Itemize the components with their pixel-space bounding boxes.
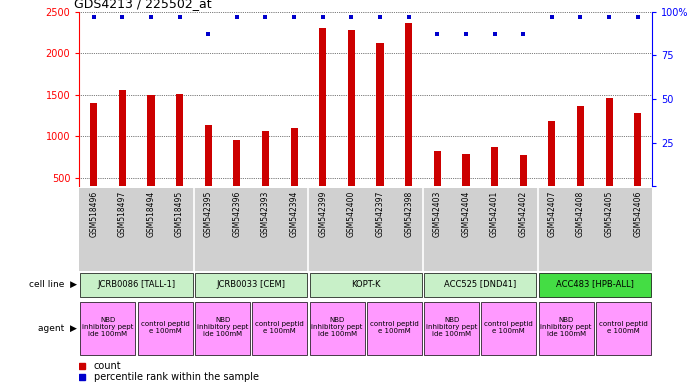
Text: GSM542402: GSM542402 <box>519 190 528 237</box>
Bar <box>491 147 498 186</box>
Text: ACC483 [HPB-ALL]: ACC483 [HPB-ALL] <box>556 280 633 288</box>
Text: GSM542399: GSM542399 <box>318 190 327 237</box>
Text: GSM542400: GSM542400 <box>347 190 356 237</box>
Bar <box>405 23 412 186</box>
Bar <box>205 125 212 186</box>
Text: GSM542404: GSM542404 <box>462 190 471 237</box>
Text: control peptid
e 100mM: control peptid e 100mM <box>599 321 648 334</box>
Text: GSM542405: GSM542405 <box>604 190 613 237</box>
Bar <box>310 302 364 355</box>
Text: KOPT-K: KOPT-K <box>351 280 380 288</box>
Text: ACC525 [DND41]: ACC525 [DND41] <box>444 280 516 288</box>
Text: NBD
inhibitory pept
ide 100mM: NBD inhibitory pept ide 100mM <box>82 317 134 337</box>
Bar <box>539 302 593 355</box>
Text: cell line  ▶: cell line ▶ <box>29 280 77 289</box>
Bar <box>148 95 155 186</box>
Text: GSM542401: GSM542401 <box>490 190 499 237</box>
Text: control peptid
e 100mM: control peptid e 100mM <box>484 321 533 334</box>
Text: GSM542406: GSM542406 <box>633 190 642 237</box>
Text: NBD
inhibitory pept
ide 100mM: NBD inhibitory pept ide 100mM <box>426 317 477 337</box>
Text: control peptid
e 100mM: control peptid e 100mM <box>370 321 419 334</box>
Text: GSM542394: GSM542394 <box>290 190 299 237</box>
Bar <box>520 156 526 186</box>
Bar <box>138 302 193 355</box>
Bar <box>253 302 307 355</box>
Bar <box>290 128 297 186</box>
Text: JCRB0086 [TALL-1]: JCRB0086 [TALL-1] <box>97 280 176 288</box>
Bar <box>195 273 307 296</box>
Text: GSM518496: GSM518496 <box>89 190 98 237</box>
Text: GSM542398: GSM542398 <box>404 190 413 237</box>
Text: GSM542395: GSM542395 <box>204 190 213 237</box>
Bar <box>319 28 326 186</box>
Text: GSM518497: GSM518497 <box>118 190 127 237</box>
Bar <box>233 140 240 186</box>
Bar <box>81 273 193 296</box>
Text: control peptid
e 100mM: control peptid e 100mM <box>255 321 304 334</box>
Bar <box>81 302 135 355</box>
Text: GSM518495: GSM518495 <box>175 190 184 237</box>
Text: GSM542408: GSM542408 <box>576 190 585 237</box>
Bar <box>539 273 651 296</box>
Text: percentile rank within the sample: percentile rank within the sample <box>94 372 259 382</box>
Text: GSM518494: GSM518494 <box>146 190 155 237</box>
Text: GSM542403: GSM542403 <box>433 190 442 237</box>
Bar <box>549 121 555 186</box>
Bar <box>176 94 183 186</box>
Bar <box>310 273 422 296</box>
Bar <box>195 302 250 355</box>
Text: agent  ▶: agent ▶ <box>39 324 77 333</box>
Text: control peptid
e 100mM: control peptid e 100mM <box>141 321 190 334</box>
Bar <box>367 302 422 355</box>
Text: NBD
inhibitory pept
ide 100mM: NBD inhibitory pept ide 100mM <box>540 317 592 337</box>
Text: NBD
inhibitory pept
ide 100mM: NBD inhibitory pept ide 100mM <box>197 317 248 337</box>
Text: GSM542397: GSM542397 <box>375 190 384 237</box>
Bar <box>348 30 355 186</box>
Bar <box>424 273 536 296</box>
Bar <box>606 98 613 186</box>
Text: GDS4213 / 225502_at: GDS4213 / 225502_at <box>74 0 211 10</box>
Bar <box>577 106 584 186</box>
Bar <box>596 302 651 355</box>
Bar <box>377 43 384 186</box>
Text: GSM542407: GSM542407 <box>547 190 556 237</box>
Text: GSM542396: GSM542396 <box>233 190 241 237</box>
Text: JCRB0033 [CEM]: JCRB0033 [CEM] <box>217 280 286 288</box>
Bar <box>262 131 269 186</box>
Bar <box>434 151 441 186</box>
Bar <box>424 302 479 355</box>
Text: GSM542393: GSM542393 <box>261 190 270 237</box>
Bar <box>462 154 469 186</box>
Bar <box>482 302 536 355</box>
Bar <box>634 113 641 186</box>
Bar <box>119 90 126 186</box>
Bar <box>90 103 97 186</box>
Text: count: count <box>94 361 121 371</box>
Text: NBD
inhibitory pept
ide 100mM: NBD inhibitory pept ide 100mM <box>311 317 363 337</box>
